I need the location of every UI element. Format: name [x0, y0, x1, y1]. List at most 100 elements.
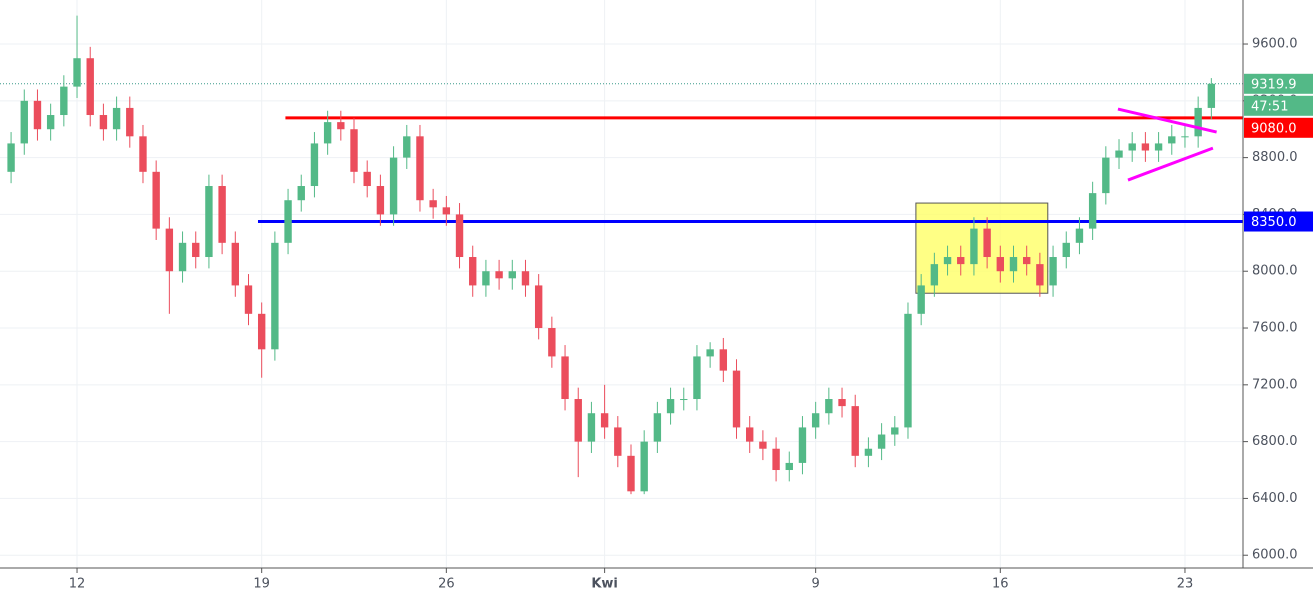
y-tick-label: 9600.0	[1252, 37, 1298, 52]
candle-body	[614, 427, 622, 456]
candle-body	[746, 427, 754, 442]
candle-body	[732, 370, 741, 428]
x-tick-label: 16	[992, 577, 1009, 592]
candle-body	[429, 200, 437, 208]
candle-body	[851, 406, 859, 456]
candle-body	[20, 100, 28, 144]
y-tick-label: 6400.0	[1252, 491, 1298, 506]
candle-body	[205, 186, 213, 258]
candle-body	[772, 448, 780, 471]
countdown-label-box	[1244, 95, 1313, 116]
candle-body	[1194, 107, 1202, 137]
candle-body	[112, 107, 121, 130]
x-tick-label: 12	[69, 577, 86, 592]
candle-body	[7, 143, 15, 172]
y-tick-label: 7600.0	[1252, 321, 1298, 336]
candle-body	[1062, 242, 1070, 258]
candle-body	[1036, 264, 1044, 286]
y-tick-label: 6000.0	[1252, 548, 1298, 563]
candle-body	[785, 462, 793, 471]
candle-body	[337, 122, 345, 130]
candle-body	[152, 171, 160, 229]
candle-body	[1128, 143, 1136, 151]
candle-body	[627, 455, 635, 492]
candle-body	[271, 242, 279, 350]
candle-body	[891, 427, 899, 435]
candle-body	[1088, 193, 1097, 229]
candle-body	[1141, 143, 1150, 151]
candle-body	[416, 136, 424, 201]
candle-body	[323, 122, 332, 144]
level-label: 9080.0	[1251, 121, 1297, 136]
candle-body	[561, 356, 569, 400]
candle-body	[1207, 83, 1216, 108]
candle-body	[970, 228, 978, 265]
candle-body	[363, 171, 371, 187]
candle-body	[1022, 257, 1031, 265]
candle-body	[1115, 150, 1123, 158]
x-tick-label: 19	[253, 577, 270, 592]
candle-body	[666, 399, 675, 414]
candle-body	[218, 186, 226, 243]
candle-body	[310, 143, 319, 187]
candle-body	[495, 271, 503, 279]
candle-body	[1102, 157, 1110, 194]
candle-body	[759, 441, 767, 449]
countdown-label: 47:51	[1251, 99, 1288, 114]
candle-body	[86, 58, 94, 116]
candle-body	[600, 413, 609, 428]
candle-body	[60, 86, 68, 116]
candle-body	[192, 242, 200, 258]
y-tick-label: 8800.0	[1252, 150, 1298, 165]
candle-body	[904, 313, 912, 428]
candle-body	[1154, 143, 1163, 151]
candle-body	[930, 264, 939, 286]
candle-body	[811, 413, 820, 428]
candle-body	[943, 257, 952, 265]
candle-body	[99, 115, 108, 130]
candle-body	[244, 285, 253, 314]
candle-body	[680, 399, 688, 401]
candle-body	[653, 413, 662, 442]
candle-body	[469, 257, 477, 286]
candle-body	[587, 413, 596, 442]
level-label-box	[1244, 211, 1313, 232]
candle-body	[165, 228, 174, 272]
candle-body	[996, 257, 1005, 272]
candle-body	[455, 214, 464, 258]
candle-body	[1168, 136, 1176, 144]
candle-body	[548, 328, 556, 357]
candle-body	[534, 285, 543, 329]
x-tick-label: 9	[812, 577, 820, 592]
candle-body	[983, 228, 991, 258]
candle-body	[482, 271, 490, 286]
candle-body	[640, 441, 648, 492]
candle-body	[957, 257, 965, 265]
candle-body	[1049, 257, 1057, 286]
candle-body	[178, 242, 187, 272]
candle-body	[442, 207, 451, 215]
candle-body	[389, 157, 398, 215]
candle-body	[297, 186, 305, 201]
candle-body	[1075, 228, 1084, 243]
candle-body	[350, 129, 358, 172]
trendline	[1127, 146, 1214, 182]
candle-body	[46, 115, 55, 130]
candle-body	[798, 427, 807, 463]
level-label-box	[1244, 117, 1313, 138]
candle-body	[376, 186, 385, 215]
level-label: 8350.0	[1251, 215, 1297, 230]
candle-body	[403, 136, 411, 158]
candle-body	[126, 107, 134, 137]
candle-body	[1009, 257, 1018, 272]
candle-body	[257, 313, 266, 350]
candle-body	[838, 399, 846, 407]
candle-body	[73, 58, 81, 87]
y-tick-label: 8000.0	[1252, 264, 1298, 279]
last-price-label-box	[1244, 73, 1313, 94]
candle-body	[508, 271, 516, 279]
candle-body	[1181, 136, 1189, 138]
candle-body	[864, 448, 873, 456]
